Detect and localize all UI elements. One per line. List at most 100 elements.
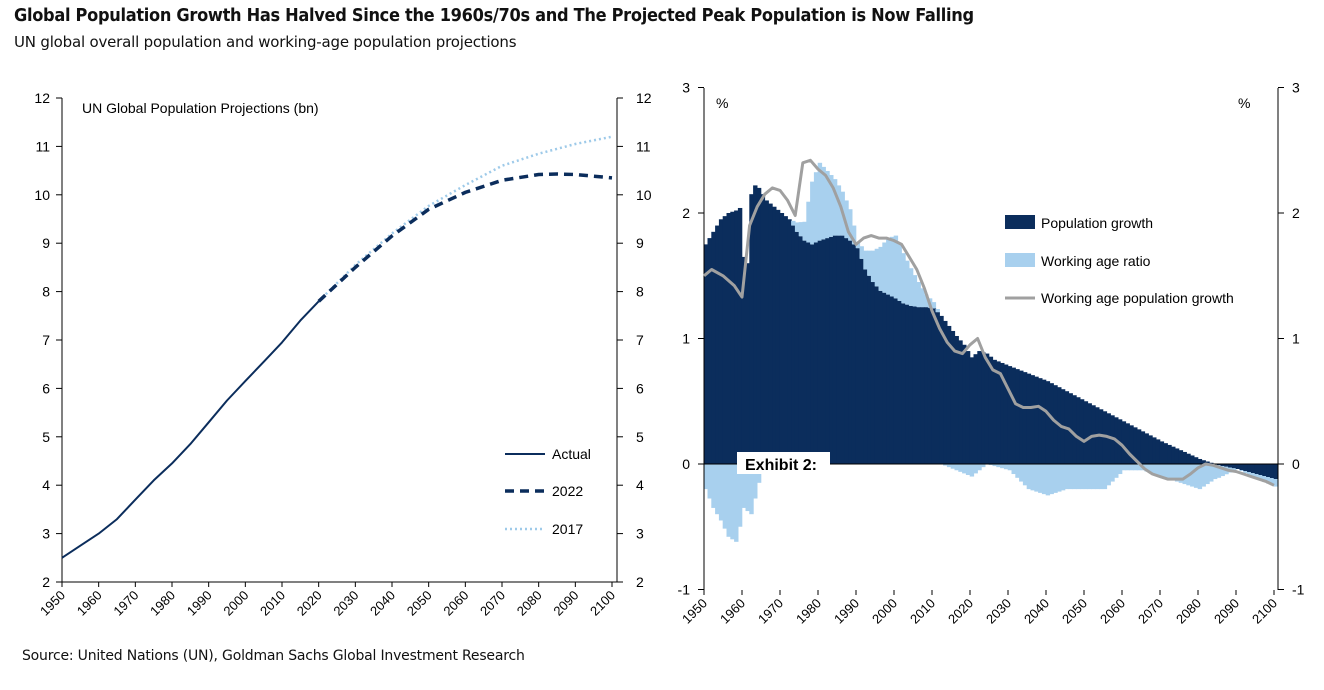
bar-working-age-ratio — [988, 464, 994, 466]
left-chart-series — [61, 135, 613, 559]
right-x-tick-label: 1990 — [831, 596, 862, 627]
bar-working-age-ratio — [908, 268, 914, 306]
bar-working-age-ratio — [1015, 464, 1020, 478]
bar-working-age-ratio — [734, 464, 739, 542]
bar-working-age-ratio — [1216, 465, 1222, 478]
bar-working-age-ratio — [1007, 464, 1013, 471]
bar-population-growth — [745, 263, 750, 464]
bar-working-age-ratio — [1087, 464, 1092, 490]
bar-working-age-ratio — [878, 246, 883, 291]
bar-population-growth — [1129, 425, 1134, 464]
left-x-tick-label: 2010 — [257, 588, 288, 619]
bar-population-growth — [1022, 372, 1028, 464]
bar-working-age-ratio — [943, 464, 948, 466]
bar-population-growth — [969, 357, 975, 464]
bar-working-age-ratio — [1250, 473, 1256, 478]
bar-working-age-ratio — [1110, 464, 1115, 482]
bar-population-growth — [924, 307, 929, 465]
bar-working-age-ratio — [905, 260, 910, 305]
bar-working-age-ratio — [1000, 464, 1005, 469]
bar-population-growth — [1000, 362, 1005, 464]
bar-population-growth — [1007, 366, 1013, 464]
bar-working-age-ratio — [1106, 464, 1111, 486]
bar-working-age-ratio — [1079, 464, 1085, 490]
source-note: Source: United Nations (UN), Goldman Sac… — [22, 648, 525, 664]
bar-population-growth — [703, 244, 709, 465]
bar-working-age-ratio — [1098, 464, 1104, 490]
left-x-tick-label: 2080 — [514, 588, 545, 619]
bar-population-growth — [867, 275, 872, 464]
bar-working-age-ratio — [726, 464, 731, 537]
bar-population-growth — [753, 185, 758, 464]
bar-population-growth — [1133, 427, 1138, 464]
bar-population-growth — [1159, 441, 1165, 464]
bar-working-age-ratio — [1011, 464, 1016, 475]
bar-population-growth — [1231, 464, 1237, 469]
bar-working-age-ratio — [1060, 464, 1066, 491]
bar-working-age-ratio — [1193, 464, 1199, 488]
bar-population-growth — [984, 353, 990, 464]
left-y-tick-label-right: 4 — [636, 477, 644, 493]
right-chart: % % -1 -1 0 0 1 1 2 2 3 3 1950 1960 1970 1980 1990 2000… — [678, 80, 1305, 627]
bar-working-age-ratio — [813, 172, 819, 243]
bar-working-age-ratio — [741, 464, 747, 508]
right-x-tick-label: 2100 — [1249, 596, 1280, 627]
bar-working-age-ratio — [916, 282, 921, 308]
bar-population-growth — [1152, 437, 1157, 464]
bar-population-growth — [855, 248, 861, 464]
bar-working-age-ratio — [1243, 471, 1248, 474]
bar-working-age-ratio — [1231, 468, 1237, 471]
bar-population-growth — [1121, 421, 1127, 464]
bar-population-growth — [810, 244, 815, 465]
bar-population-growth — [1197, 458, 1203, 464]
bar-population-growth — [988, 356, 994, 464]
right-chart-legend: Population growth Working age ratio Work… — [1005, 215, 1234, 306]
bar-working-age-ratio — [901, 253, 906, 304]
legend-label-working-age-ratio: Working age ratio — [1041, 253, 1151, 269]
bar-working-age-ratio — [1136, 464, 1142, 471]
bar-population-growth — [1155, 439, 1161, 464]
bar-working-age-ratio — [1167, 464, 1172, 480]
bar-population-growth — [996, 361, 1001, 464]
legend-label-population-growth: Population growth — [1041, 215, 1153, 231]
bar-population-growth — [1167, 444, 1172, 464]
bar-working-age-ratio — [950, 464, 956, 469]
bar-population-growth — [920, 307, 925, 465]
bar-working-age-ratio — [1258, 475, 1263, 481]
bar-population-growth — [901, 303, 906, 464]
bar-population-growth — [1163, 443, 1168, 464]
bar-population-growth — [1220, 464, 1225, 467]
left-y-tick-label-right: 3 — [636, 526, 644, 542]
left-y-tick-label: 6 — [42, 380, 50, 396]
left-x-tick-label: 2100 — [587, 588, 618, 619]
left-y-tick-label: 12 — [34, 90, 50, 106]
bar-working-age-ratio — [1095, 464, 1100, 490]
left-y-tick-label-right: 10 — [636, 187, 652, 203]
bar-population-growth — [1106, 413, 1111, 464]
right-x-tick-label: 2040 — [1021, 596, 1052, 627]
left-x-tick-label: 2040 — [367, 588, 398, 619]
bar-population-growth — [958, 340, 963, 464]
series-line-working-age-population-growth — [703, 158, 1275, 487]
bar-working-age-ratio — [851, 225, 857, 245]
bar-working-age-ratio — [1038, 464, 1043, 493]
right-x-tick-label: 1980 — [793, 596, 824, 627]
bar-population-growth — [1243, 464, 1248, 472]
bar-working-age-ratio — [825, 170, 830, 239]
bar-working-age-ratio — [954, 464, 959, 471]
bar-working-age-ratio — [1148, 464, 1153, 473]
left-x-tick-label: 2050 — [404, 588, 435, 619]
bar-working-age-ratio — [703, 464, 709, 490]
right-chart-unit-right: % — [1238, 95, 1250, 111]
bar-working-age-ratio — [1247, 472, 1252, 476]
right-x-tick-label: 2090 — [1211, 596, 1242, 627]
bar-population-growth — [1209, 462, 1214, 464]
right-y-tick-label: 0 — [682, 456, 690, 472]
bar-working-age-ratio — [863, 250, 868, 270]
bar-population-growth — [950, 330, 956, 464]
bar-working-age-ratio — [1083, 464, 1089, 490]
bar-working-age-ratio — [893, 235, 899, 299]
bar-working-age-ratio — [1269, 478, 1275, 486]
bar-population-growth — [1182, 451, 1187, 464]
bar-population-growth — [908, 305, 914, 464]
